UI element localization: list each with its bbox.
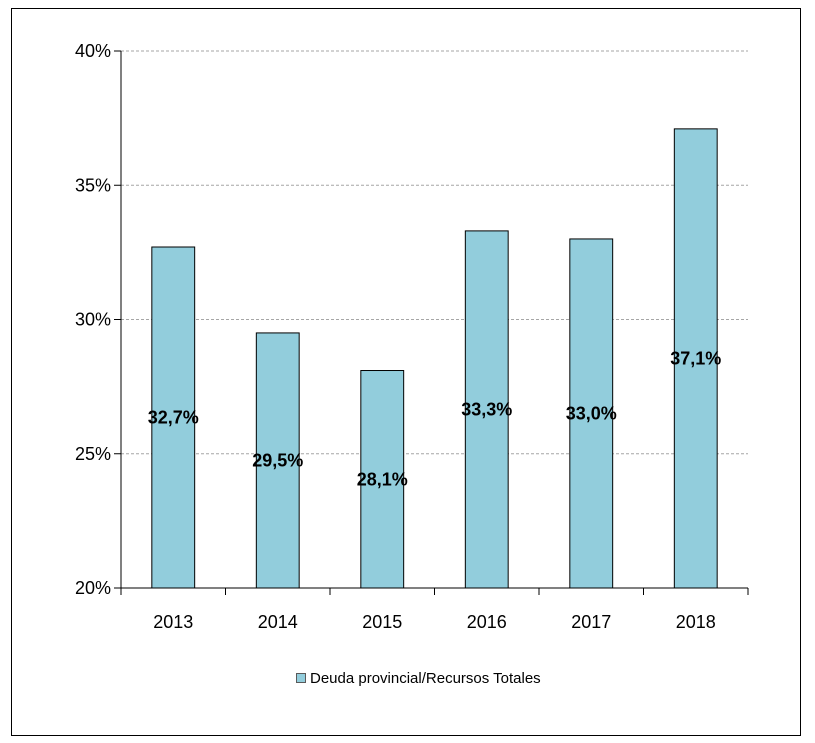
y-tick-label: 40% [75, 41, 111, 61]
legend: Deuda provincial/Recursos Totales [296, 668, 541, 688]
x-tick-label: 2018 [676, 612, 716, 632]
y-tick-label: 25% [75, 444, 111, 464]
bar [464, 230, 509, 589]
x-tick-label: 2016 [467, 612, 507, 632]
x-tick-label: 2017 [571, 612, 611, 632]
bar [255, 332, 300, 589]
bar [360, 370, 405, 589]
x-tick-label: 2014 [258, 612, 298, 632]
bar [151, 246, 196, 589]
data-label: 29,5% [252, 450, 303, 470]
data-label: 32,7% [148, 408, 199, 428]
data-label: 37,1% [670, 348, 721, 368]
y-tick-label: 20% [75, 578, 111, 598]
data-label: 33,3% [461, 399, 512, 419]
y-tick-label: 35% [75, 175, 111, 195]
data-label: 33,0% [566, 403, 617, 423]
legend-swatch [296, 673, 306, 683]
chart-frame [11, 8, 801, 736]
x-tick-label: 2015 [362, 612, 402, 632]
x-tick-label: 2013 [153, 612, 193, 632]
bar [673, 128, 718, 589]
bar [569, 238, 614, 589]
legend-label: Deuda provincial/Recursos Totales [310, 669, 541, 687]
y-tick-label: 30% [75, 310, 111, 330]
data-label: 28,1% [357, 469, 408, 489]
